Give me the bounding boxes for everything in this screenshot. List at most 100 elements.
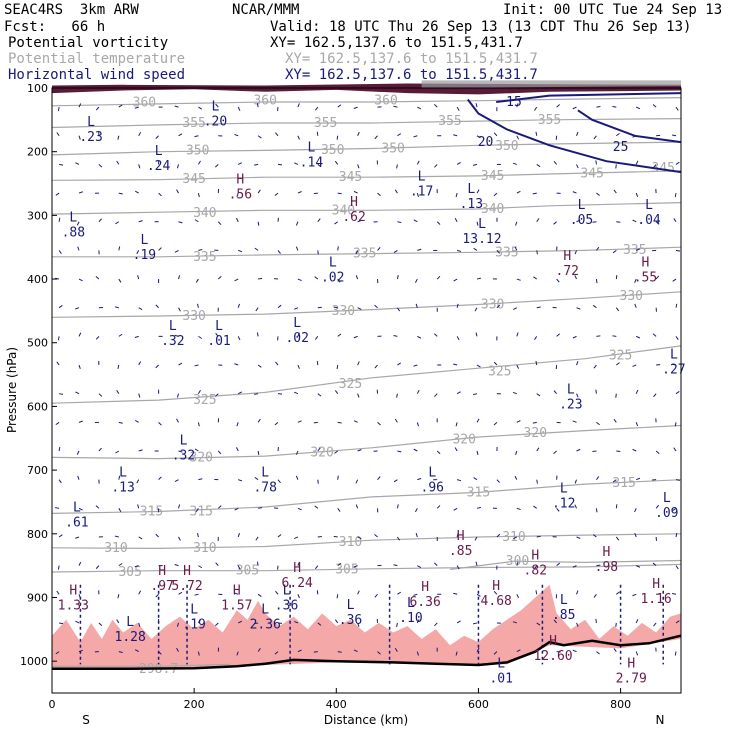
wind-vector (337, 421, 342, 424)
wind-vector (115, 450, 120, 454)
theta-label-350: 350 (381, 142, 404, 157)
theta-contour-355 (51, 118, 682, 129)
wind-vector (295, 246, 299, 251)
wind-vector (417, 565, 422, 568)
wind-vector (634, 303, 637, 308)
wind-vector (256, 103, 259, 108)
wind-vector (155, 593, 159, 598)
wind-vector (612, 249, 617, 254)
wind-vector (576, 622, 579, 627)
wind-vector (174, 564, 179, 567)
forecast-hour: Fcst: 66 h (4, 19, 106, 35)
wind-vector (59, 163, 64, 166)
wind-vector (314, 565, 319, 570)
wind-vector (116, 619, 120, 624)
extremum-high-symbol: H (183, 564, 191, 579)
theta-label-300: 300 (506, 554, 529, 569)
wind-vector (134, 565, 139, 568)
wind-vector (635, 389, 639, 394)
wind-vector (257, 221, 260, 226)
wind-vector (417, 335, 422, 339)
wind-vector (236, 651, 239, 656)
wind-vector (55, 651, 60, 655)
wind-vector (138, 590, 142, 595)
wind-vector (58, 479, 62, 484)
wind-vector (294, 307, 299, 310)
theta-label-320: 320 (452, 433, 475, 448)
theta-label-360: 360 (133, 96, 156, 111)
wind-vector (98, 447, 102, 452)
wind-vector (675, 479, 681, 481)
extremum-high-symbol: H (233, 583, 241, 598)
wind-vector (297, 420, 302, 423)
wind-vector (178, 504, 181, 509)
extremum-value: 2.36 (250, 617, 281, 632)
extremum-low-symbol: L (308, 141, 316, 156)
wind-vector (118, 421, 123, 424)
wind-vector (434, 164, 438, 168)
legend-theta-name: Potential temperature (8, 51, 186, 67)
extremum-value: .09 (655, 506, 678, 521)
wind-vector (234, 507, 239, 511)
theta-label-315: 315 (612, 476, 635, 491)
wind-vector (197, 390, 201, 394)
theta-contour-300 (449, 559, 682, 571)
wind-vector (632, 219, 637, 223)
wind-vector (574, 250, 577, 255)
wind-vector (275, 361, 279, 366)
wind-vector (333, 306, 338, 309)
wind-vector (155, 135, 159, 139)
wind-vector (476, 506, 482, 509)
wind-vector (116, 390, 120, 394)
extremum-low-symbol: L (497, 657, 505, 672)
wind-vector (254, 476, 259, 481)
extremum-value: .20 (204, 114, 227, 129)
wind-vector (277, 534, 282, 538)
y-tick-label: 300 (27, 209, 48, 222)
wind-vector (75, 307, 80, 310)
wind-vector (635, 619, 639, 624)
theta-label-315: 315 (467, 485, 490, 500)
wind-vector (417, 478, 422, 481)
wind-vector (453, 592, 458, 595)
wind-vector (118, 333, 123, 337)
pv-surface-shading (52, 584, 681, 669)
wind-vector (117, 135, 120, 140)
wind-vector (257, 364, 262, 368)
wind-vector (616, 591, 620, 595)
wind-vector (57, 336, 60, 341)
wind-vector (355, 250, 359, 255)
wind-vector (257, 135, 262, 139)
x-tick-label: 600 (468, 698, 489, 711)
theta-label-305: 305 (118, 565, 141, 580)
wind-vector (493, 132, 498, 137)
wind-vector (475, 332, 478, 337)
wind-vector (217, 221, 222, 226)
wind-vector (474, 307, 478, 312)
theta-label-325: 325 (488, 364, 511, 379)
wind-vector (98, 393, 103, 397)
wind-vector (197, 160, 201, 165)
wind-vector (636, 248, 641, 251)
extremum-value: 6.36 (409, 595, 440, 610)
wind-vector (576, 393, 579, 398)
wind-vectors-layer (55, 103, 681, 665)
wind-vector (237, 162, 243, 165)
wind-vector (357, 307, 362, 310)
wind-vector (237, 533, 240, 538)
wind-vector (632, 364, 637, 367)
extremum-value: .32 (172, 449, 195, 464)
wind-vector (197, 422, 200, 427)
wind-vector (236, 192, 239, 198)
wind-vector (118, 563, 123, 567)
theta-label-355: 355 (182, 116, 205, 131)
wind-vector (615, 504, 618, 509)
wind-vector (436, 505, 441, 509)
wind-vector (496, 250, 501, 254)
wind-vector (138, 361, 142, 366)
extremum-value: 1.28 (115, 630, 146, 645)
wind-vector (236, 422, 239, 427)
extremum-low-symbol: L (215, 319, 223, 334)
theta-label-320: 320 (190, 450, 213, 465)
wind-vector (274, 192, 279, 196)
